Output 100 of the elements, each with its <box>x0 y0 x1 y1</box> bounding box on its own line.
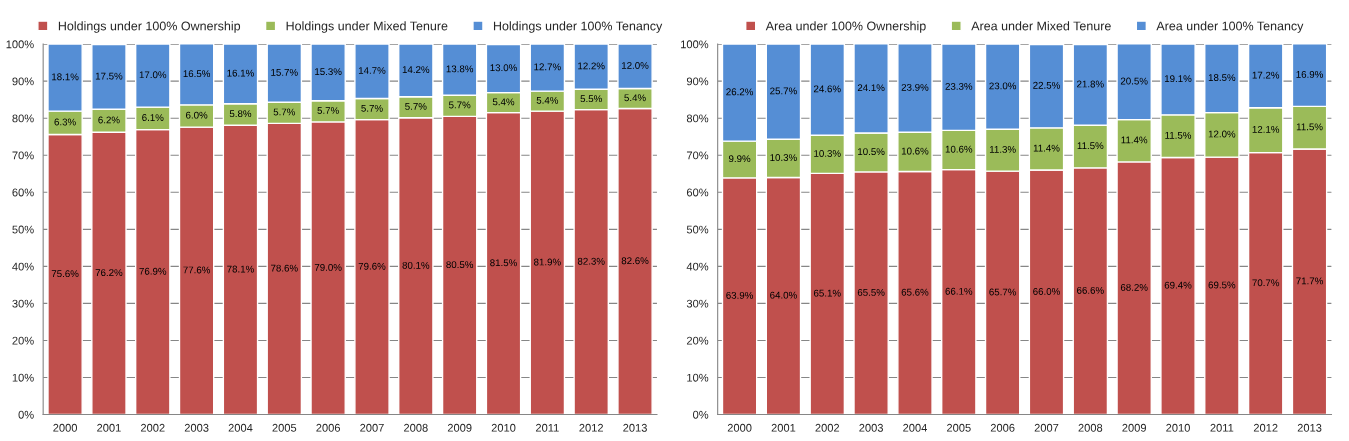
x-tick-label: 2012 <box>1253 423 1278 432</box>
data-label: 81.9% <box>534 258 561 266</box>
data-label: 80.1% <box>402 261 430 269</box>
x-tick-label: 2000 <box>727 423 752 432</box>
x-tick-label: 2007 <box>360 423 384 432</box>
y-tick-label: 40% <box>686 262 709 271</box>
x-tick-label: 2007 <box>1034 423 1059 432</box>
data-label: 11.3% <box>989 145 1016 153</box>
x-tick-label: 2000 <box>53 423 78 432</box>
data-label: 69.5% <box>1208 281 1236 289</box>
y-tick-label: 30% <box>12 299 34 308</box>
x-tick-label: 2005 <box>272 423 297 432</box>
data-label: 17.5% <box>95 72 123 80</box>
data-label: 66.0% <box>1033 288 1060 295</box>
legend-label: Holdings under 100% Ownership <box>58 21 241 33</box>
x-tick-label: 2003 <box>859 423 883 432</box>
data-label: 5.5% <box>580 95 602 103</box>
y-tick-label: 50% <box>686 225 709 234</box>
data-label: 14.2% <box>402 66 430 73</box>
data-label: 76.2% <box>95 269 123 277</box>
x-tick-label: 2011 <box>1210 423 1234 432</box>
data-label: 10.6% <box>901 147 929 155</box>
data-label: 70.7% <box>1252 279 1280 287</box>
y-tick-label: 60% <box>686 188 709 197</box>
data-label: 10.6% <box>945 145 973 153</box>
y-tick-label: 70% <box>686 151 709 160</box>
x-tick-label: 2008 <box>1078 423 1103 432</box>
data-label: 16.5% <box>183 70 211 78</box>
x-tick-label: 2001 <box>97 423 121 432</box>
y-tick-label: 80% <box>12 114 34 123</box>
data-label: 82.3% <box>577 257 605 265</box>
data-label: 65.1% <box>813 289 841 297</box>
data-label: 18.5% <box>1208 74 1236 81</box>
y-tick-label: 100% <box>681 40 709 49</box>
data-label: 12.0% <box>622 62 649 69</box>
y-tick-label: 10% <box>687 373 709 382</box>
y-tick-label: 80% <box>686 114 709 123</box>
data-label: 24.1% <box>857 84 885 92</box>
data-label: 22.5% <box>1033 81 1060 89</box>
y-tick-label: 20% <box>12 336 34 345</box>
x-tick-label: 2002 <box>140 423 165 432</box>
data-label: 77.6% <box>183 266 211 274</box>
data-label: 17.2% <box>1252 71 1280 79</box>
data-label: 12.7% <box>534 63 561 71</box>
x-tick-label: 2013 <box>1297 423 1322 432</box>
x-tick-label: 2013 <box>623 423 647 432</box>
x-tick-label: 2006 <box>316 423 341 432</box>
data-label: 19.1% <box>1164 75 1192 83</box>
data-label: 66.6% <box>1077 286 1104 294</box>
data-label: 82.6% <box>621 257 649 265</box>
x-tick-label: 2004 <box>903 423 927 432</box>
y-tick-label: 30% <box>686 299 709 308</box>
y-tick-label: 0% <box>693 410 709 419</box>
data-label: 5.7% <box>273 108 296 116</box>
data-label: 23.9% <box>901 83 929 91</box>
data-label: 5.7% <box>361 104 383 112</box>
legend-label: Area under 100% Tenancy <box>1156 21 1304 33</box>
data-label: 12.2% <box>578 62 605 70</box>
y-tick-label: 60% <box>12 188 34 197</box>
x-tick-label: 2009 <box>447 423 472 432</box>
x-tick-label: 2009 <box>1122 423 1147 432</box>
data-label: 75.6% <box>51 270 79 278</box>
data-label: 64.0% <box>770 291 797 299</box>
legend-label: Holdings under Mixed Tenure <box>286 21 448 33</box>
data-label: 6.3% <box>54 118 76 126</box>
data-label: 63.9% <box>726 291 754 299</box>
data-label: 12.0% <box>1208 130 1236 138</box>
data-label: 12.1% <box>1252 125 1280 133</box>
data-label: 6.1% <box>142 114 164 121</box>
data-label: 5.8% <box>229 110 252 118</box>
data-label: 65.5% <box>857 288 885 296</box>
data-label: 10.3% <box>770 154 797 161</box>
y-tick-label: 50% <box>12 225 34 234</box>
data-label: 5.4% <box>536 96 559 104</box>
data-label: 14.7% <box>358 67 386 74</box>
data-label: 5.4% <box>492 98 515 106</box>
data-label: 16.9% <box>1296 70 1323 78</box>
data-label: 66.1% <box>945 287 973 295</box>
data-label: 11.4% <box>1121 136 1148 144</box>
data-label: 13.0% <box>490 64 517 72</box>
x-tick-label: 2010 <box>1166 423 1190 432</box>
data-label: 18.1% <box>52 73 79 81</box>
x-tick-label: 2001 <box>771 423 796 432</box>
data-label: 69.4% <box>1164 281 1192 289</box>
data-label: 10.5% <box>858 148 885 156</box>
x-tick-label: 2012 <box>579 423 603 432</box>
data-label: 24.6% <box>813 85 841 93</box>
data-label: 23.3% <box>945 82 973 90</box>
x-tick-label: 2005 <box>947 423 971 432</box>
data-label: 5.4% <box>624 94 646 102</box>
data-label: 79.6% <box>358 262 386 270</box>
legend-label: Area under Mixed Tenure <box>971 21 1111 31</box>
data-label: 26.2% <box>726 88 754 96</box>
y-tick-label: 0% <box>18 410 34 419</box>
data-label: 15.3% <box>315 68 342 76</box>
x-tick-label: 2011 <box>535 423 559 432</box>
y-tick-label: 90% <box>12 77 34 86</box>
data-label: 20.5% <box>1120 77 1148 85</box>
data-label: 11.5% <box>1296 123 1323 131</box>
data-label: 78.6% <box>271 264 298 272</box>
